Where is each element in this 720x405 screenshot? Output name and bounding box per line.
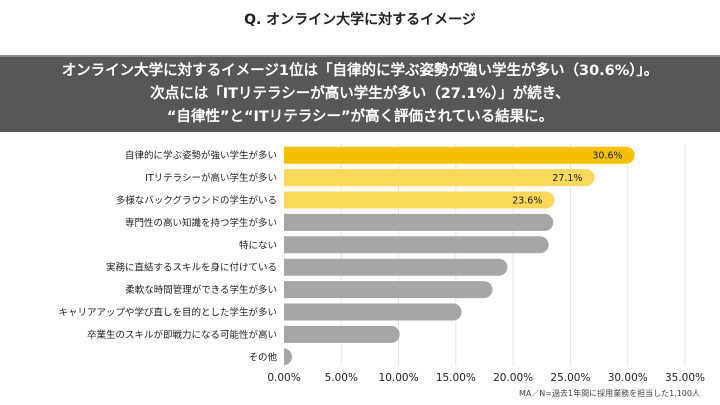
category-label: 特にない (239, 239, 277, 251)
x-tick-label: 5.00% (325, 372, 358, 384)
x-tick-label: 20.00% (493, 372, 533, 384)
summary-banner: オンライン大学に対するイメージ1位は「自律的に学ぶ姿勢が強い学生が多い（30.6… (0, 55, 720, 132)
bar (284, 191, 555, 209)
x-tick-label: 25.00% (550, 372, 590, 384)
summary-line-2: 次点には「ITリテラシーが高い学生が多い（27.1%）」が続き、 (150, 86, 570, 102)
bar (284, 169, 595, 187)
category-label: ITリテラシーが高い学生が多い (145, 172, 277, 184)
category-label: 柔軟な時間管理ができる学生が多い (125, 284, 277, 296)
x-tick-label: 35.00% (665, 372, 705, 384)
category-label: キャリアアップや学び直しを目的とした学生が多い (58, 307, 277, 319)
data-label: 27.1% (552, 173, 582, 184)
bar (284, 303, 462, 321)
data-label: 23.6% (512, 196, 542, 207)
footnote: MA／N=過去1年間に採用業務を担当した1,100人 (518, 389, 700, 398)
category-label: 卒業生のスキルが即戦力になる可能性が高い (87, 329, 277, 341)
category-label: 実務に直結するスキルを身に付けている (106, 262, 277, 274)
bar (284, 258, 508, 276)
bar (284, 213, 554, 231)
x-tick-label: 0.00% (267, 372, 300, 384)
bar (283, 348, 292, 366)
category-label: 専門性の高い知識を持つ学生が多い (125, 217, 277, 229)
question-title: Q. オンライン大学に対するイメージ (244, 12, 476, 28)
x-tick-label: 10.00% (379, 372, 419, 384)
data-label: 30.6% (592, 151, 622, 162)
summary-line-3: “自律性”と“ITリテラシー”が高く評価されている結果に。 (166, 109, 554, 125)
x-tick-label: 30.00% (608, 372, 648, 384)
bar (284, 236, 549, 254)
x-tick-label: 15.00% (436, 372, 476, 384)
bar (284, 325, 400, 343)
category-label: 多様なバックグラウンドの学生がいる (116, 195, 277, 207)
bar (284, 281, 493, 299)
category-label: その他 (248, 351, 277, 363)
bar (284, 146, 635, 164)
category-label: 自律的に学ぶ姿勢が強い学生が多い (125, 150, 277, 162)
summary-line-1: オンライン大学に対するイメージ1位は「自律的に学ぶ姿勢が強い学生が多い（30.6… (61, 63, 659, 79)
